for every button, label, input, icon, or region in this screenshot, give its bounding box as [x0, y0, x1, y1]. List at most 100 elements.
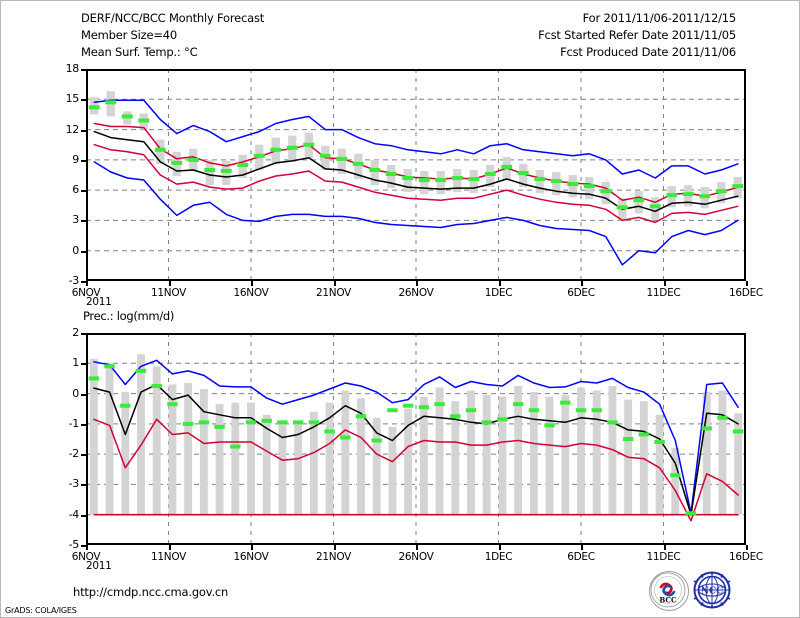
median-marker [717, 415, 728, 420]
median-marker [88, 376, 100, 381]
spread-bar [137, 354, 145, 515]
spread-bar [651, 197, 660, 220]
median-marker [484, 171, 496, 176]
max-envelope-line [93, 99, 739, 179]
spread-bar [388, 426, 397, 515]
spread-bar [561, 395, 570, 515]
median-marker [120, 403, 131, 408]
median-marker [544, 423, 555, 428]
median-marker [575, 408, 587, 413]
spread-bar [247, 402, 255, 515]
spread-bar [545, 396, 554, 515]
y-tick-mark [81, 514, 86, 517]
median-marker [418, 178, 430, 183]
median-marker [261, 418, 272, 423]
spread-bar [535, 169, 544, 194]
spread-bar [529, 392, 538, 515]
y-tick-mark [81, 99, 86, 102]
spread-bar [514, 386, 523, 515]
median-marker [732, 184, 744, 189]
x-tick-mark [663, 281, 666, 286]
spread-bar [205, 159, 214, 186]
y-tick-mark [81, 423, 86, 426]
median-marker [501, 164, 513, 169]
median-marker-group [88, 100, 744, 210]
y-tick-label: 6 [72, 183, 79, 197]
spread-bar [387, 164, 396, 189]
spread-bar [453, 168, 462, 193]
spread-bar [278, 423, 287, 515]
median-marker [355, 414, 367, 419]
y-tick-label: 18 [65, 62, 80, 75]
spread-bar [498, 396, 507, 515]
x-tick-mark [168, 281, 171, 286]
spread-bar [655, 414, 664, 515]
median-marker [517, 170, 529, 175]
median-marker [88, 105, 100, 110]
precipitation-plot-panel [86, 333, 746, 545]
x-tick-label: 11DEC [646, 287, 681, 299]
spread-bar [325, 402, 334, 515]
y-tick-label: 2 [72, 326, 79, 339]
median-marker [567, 182, 579, 187]
ensemble-mean-line [93, 130, 739, 213]
spread-bar [467, 390, 475, 515]
y-tick-label: 0 [72, 243, 79, 257]
spread-bar [482, 395, 491, 515]
svg-text:BCC: BCC [659, 596, 677, 605]
median-marker [182, 421, 194, 426]
spread-bar [568, 175, 577, 198]
x-tick-mark [581, 545, 583, 550]
ncc-logo: NCC [693, 571, 731, 609]
spread-bar [354, 153, 363, 180]
precipitation-chart-svg [86, 333, 746, 545]
y-tick-label: 9 [72, 152, 79, 166]
x-tick-mark [86, 545, 88, 550]
ncc-logo-mark: NCC [693, 571, 731, 609]
x-tick-label: 1DEC [484, 287, 513, 299]
lower-quartile-line [93, 143, 739, 224]
median-marker [685, 511, 697, 516]
spread-bar [370, 159, 379, 186]
footer-url[interactable]: http://cmdp.ncc.cma.gov.cn [73, 585, 229, 599]
x-tick-label: 1DEC [484, 551, 513, 563]
y-tick-label: -1 [68, 416, 80, 430]
median-marker [591, 408, 602, 413]
median-marker [385, 171, 397, 176]
median-marker [649, 204, 661, 209]
median-marker [230, 444, 241, 449]
x-tick-label: 21NOV [316, 551, 351, 563]
median-marker [583, 184, 595, 189]
y-tick-mark [81, 69, 86, 71]
forecast-range-label: For 2011/11/06-2011/12/15 [582, 11, 737, 25]
median-marker [600, 189, 612, 194]
x-tick-mark [746, 281, 748, 286]
median-marker [253, 153, 265, 158]
spread-bar [404, 408, 413, 515]
y-tick-label: 1 [72, 356, 79, 370]
spread-bar [592, 390, 601, 515]
spread-bar [372, 417, 381, 515]
max-envelope-line [93, 359, 739, 514]
svg-text:NCC: NCC [701, 587, 724, 597]
forecast-started-label: Fcst Started Refer Date 2011/11/05 [538, 28, 736, 42]
spread-bar [121, 392, 130, 515]
spread-bar [357, 398, 365, 515]
median-marker [220, 168, 232, 173]
median-marker [171, 160, 183, 165]
spread-bar [519, 163, 528, 188]
x-tick-label: 6DEC [567, 551, 595, 563]
median-marker [670, 473, 681, 478]
y-tick-label: -3 [68, 477, 80, 491]
spread-bar [552, 171, 561, 196]
y-tick-mark [81, 545, 86, 547]
spread-bar [639, 401, 648, 515]
x-tick-mark [416, 545, 418, 550]
median-marker [512, 402, 524, 407]
spread-bar [294, 420, 303, 515]
x-tick-label: 6NOV [71, 287, 101, 299]
y-tick-mark [81, 484, 86, 487]
median-marker [286, 145, 298, 150]
y-tick-label: -4 [68, 507, 80, 521]
y-tick-mark [81, 363, 86, 366]
